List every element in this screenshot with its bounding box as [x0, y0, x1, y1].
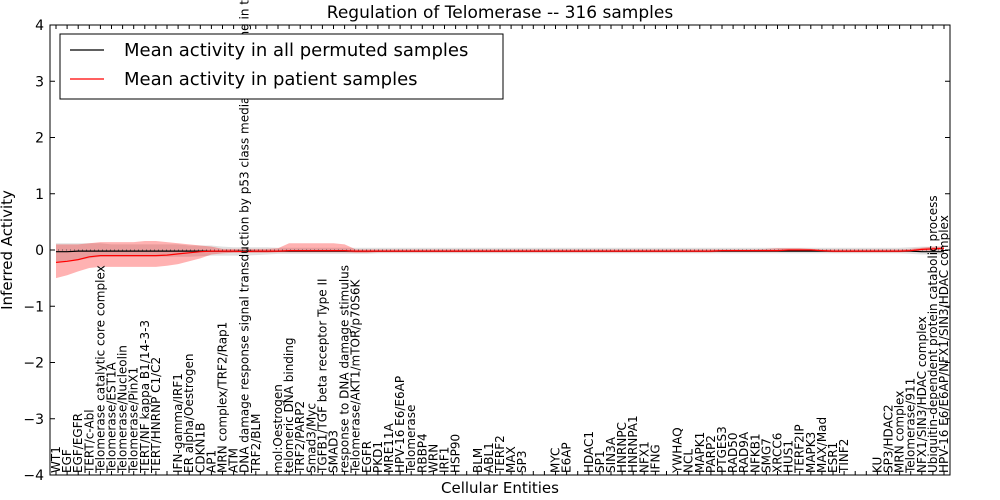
x-category-label: SMAD3: [327, 430, 341, 473]
y-tick-label: 1: [35, 187, 44, 203]
x-category-label: ER alpha/Oestrogen: [182, 354, 196, 473]
y-tick-label: 4: [35, 18, 44, 34]
x-category-label: AP1: [204, 450, 218, 473]
x-category-label: IFN-gamma/IRF1: [171, 373, 185, 473]
x-category-label: MAX/Mad: [815, 417, 829, 473]
y-tick-label: 0: [35, 243, 44, 259]
legend: Mean activity in all permuted samples Mea…: [59, 33, 504, 100]
legend-label: Mean activity in all permuted samples: [124, 40, 468, 61]
legend-label: Mean activity in patient samples: [124, 69, 418, 90]
y-tick-label: 2: [35, 131, 44, 147]
x-category-label: TERT/HNRNP C1/C2: [149, 357, 163, 474]
x-category-label: Ubiquitin-dependent protein catabolic pr…: [926, 195, 940, 473]
x-category-label: MRN complex: [893, 391, 907, 473]
x-category-label: PTGES3: [715, 426, 729, 473]
x-category-label: HNRNPC: [615, 422, 629, 473]
x-category-label: Telomerase/EST1A: [105, 361, 119, 474]
x-category-label: MYC: [549, 448, 563, 473]
x-category-label: EGFR: [360, 441, 374, 473]
x-category-label: response to DNA damage stimulus: [338, 265, 352, 473]
x-category-label: YWHAQ: [671, 427, 685, 474]
x-category-label: DNA damage response signal transduction …: [238, 0, 252, 473]
x-category-label: MAPK1: [693, 432, 707, 473]
x-category-label: BLM: [471, 448, 485, 473]
x-category-label: MRE11A: [382, 422, 396, 473]
x-category-label: TINF2: [837, 439, 851, 474]
x-category-label: RAD9A: [737, 431, 751, 473]
x-category-label: HUS1: [782, 440, 796, 473]
x-category-label: mol:Oestrogen: [271, 384, 285, 473]
x-category-label: KU: [870, 457, 884, 473]
x-category-label: HPV-16 E6/E6AP: [393, 376, 407, 473]
x-category-label: NCL: [682, 449, 696, 473]
y-tick-label: −1: [23, 299, 44, 315]
x-category-label: TERT/c-Abl: [82, 409, 96, 474]
x-category-label: WRN: [426, 444, 440, 473]
x-category-label: XRCC6: [771, 433, 785, 473]
x-axis-title: Cellular Entities: [441, 479, 559, 497]
x-category-label: ESR1: [826, 442, 840, 473]
x-category-label: SP1: [593, 451, 607, 474]
patient-activity-line: [55, 247, 945, 263]
x-category-label: SP3/HDAC2: [882, 404, 896, 473]
x-category-label: Telomerase/911: [904, 378, 918, 474]
x-category-label: NFX1/SIN3/HDAC complex: [915, 316, 929, 473]
x-category-label: MRN complex/TRF2/Rap1: [216, 322, 230, 473]
x-category-label: E6AP: [560, 442, 574, 473]
plot-area: [50, 241, 950, 279]
x-category-label: HPV-16 E6/E6AP/NFX1/SIN3/HDAC complex: [937, 215, 951, 473]
x-category-label: HDAC1: [582, 431, 596, 473]
x-category-label: Smad3/Myc: [304, 403, 318, 473]
x-category-label: TERF2IP: [793, 424, 807, 474]
x-category-label: IFNG: [648, 444, 662, 473]
x-category-label: Telomerase/Nucleolin: [116, 345, 130, 474]
x-category-label: MAPK3: [804, 432, 818, 473]
x-category-label: PKD1: [371, 441, 385, 473]
x-category-label: ABL1: [482, 442, 496, 473]
legend-box: [59, 33, 504, 100]
x-category-label: TRF2/BLM: [249, 413, 263, 474]
x-category-label: TERT/NF kappa B1/14-3-3: [138, 320, 152, 474]
x-category-label: EGF/EGFR: [71, 413, 85, 473]
x-category-label: SMG7: [759, 438, 773, 473]
y-tick-label: −2: [23, 356, 44, 372]
y-tick-label: −3: [23, 412, 44, 428]
x-category-label: WT1: [49, 446, 63, 473]
chart-title: Regulation of Telomerase -- 316 samples: [327, 3, 674, 23]
x-category-label: Telomerase: [404, 405, 418, 474]
x-category-label: SP3: [515, 451, 529, 474]
x-category-label: PARP2: [704, 435, 718, 473]
x-category-label: MAX: [504, 446, 518, 473]
y-tick-label: 3: [35, 74, 44, 90]
x-category-label: CDKN1B: [193, 423, 207, 473]
x-category-label: Telomerase/AKT1/mTOR/p70S6K: [349, 278, 363, 474]
x-category-label: RBBP4: [415, 433, 429, 473]
x-category-label: Telomerase catalytic core complex: [93, 265, 107, 474]
x-category-label: TRF2/PARP2: [293, 401, 307, 474]
x-category-label: EGF: [60, 449, 74, 473]
x-category-label: HSP90: [449, 434, 463, 473]
x-category-label: NFKB1: [748, 433, 762, 473]
x-category-label: telomeric DNA binding: [282, 338, 296, 474]
x-category-label: HNRNPA1: [626, 415, 640, 473]
patient-activity-band: [56, 241, 944, 279]
y-axis-title: Inferred Activity: [0, 190, 16, 310]
x-category-label: SIN3A: [604, 436, 618, 473]
x-category-label: Telomerase/PinX1: [127, 367, 141, 474]
permuted-activity-band: [56, 243, 944, 262]
x-category-label: RAD50: [726, 432, 740, 473]
x-category-label: TERF2: [493, 435, 507, 474]
x-category-label: TGFB1/TGF beta receptor Type II: [315, 278, 329, 474]
y-tick-label: −4: [23, 468, 44, 484]
x-category-label: NFX1: [637, 441, 651, 473]
x-category-label: ATM: [227, 448, 241, 473]
y-axis: −4 −3 −2 −1 0 1 2 3 4: [23, 18, 950, 484]
x-category-label: IRF1: [438, 447, 452, 473]
